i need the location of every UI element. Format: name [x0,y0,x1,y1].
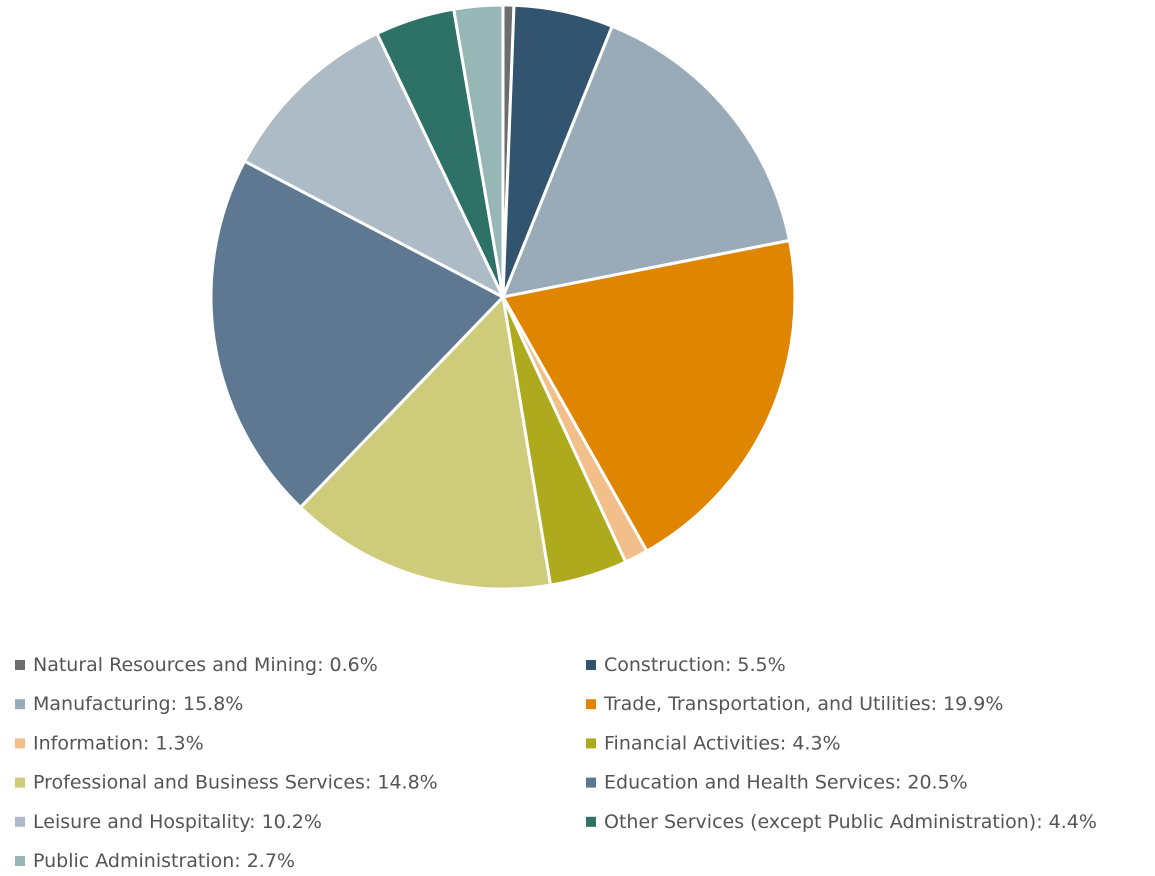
legend-item: Natural Resources and Mining: 0.6% [15,654,378,676]
legend-label: Other Services (except Public Administra… [604,810,1097,832]
legend-value: 14.8% [377,771,437,793]
legend-item: Public Administration: 2.7% [15,850,295,872]
legend-item: Education and Health Services: 20.5% [586,771,968,793]
pie-slice [500,24,792,300]
legend-name: Financial Activities: [604,732,786,754]
legend-name: Construction: [604,654,731,676]
legend-item: Financial Activities: 4.3% [586,732,841,754]
legend-value: 20.5% [907,771,967,793]
legend-name: Trade, Transportation, and Utilities: [603,693,937,715]
legend-value: 4.4% [1049,810,1097,832]
legend-item: Trade, Transportation, and Utilities: 19.… [586,693,1003,715]
pie-slice [209,159,506,510]
legend-swatch [15,660,25,670]
legend-label: Financial Activities: 4.3% [604,732,841,754]
legend-name: Other Services (except Public Administra… [604,810,1043,832]
legend-value: 15.8% [183,693,243,715]
legend-label: Natural Resources and Mining: 0.6% [33,654,378,676]
legend-swatch [15,738,25,749]
legend-value: 10.2% [262,810,322,832]
legend-name: Professional and Business Services: [33,771,371,793]
legend-label: Trade, Transportation, and Utilities: 19.… [603,693,1003,715]
legend-item: Construction: 5.5% [586,654,786,676]
legend-item: Other Services (except Public Administra… [586,810,1097,832]
legend-value: 1.3% [155,732,203,754]
legend-swatch [15,856,25,866]
legend-label: Information: 1.3% [33,732,204,754]
pie-slice [242,31,507,301]
legend-name: Natural Resources and Mining: [33,654,323,676]
legend-label: Public Administration: 2.7% [33,850,295,872]
pie-slice [500,238,797,554]
legend-item: Leisure and Hospitality: 10.2% [15,810,322,832]
legend-value: 5.5% [737,654,785,676]
legend-value: 4.3% [792,732,840,754]
legend-swatch [586,777,596,788]
legend-item: Information: 1.3% [15,732,204,754]
pie-slice [298,293,553,591]
legend-swatch [586,699,596,710]
legend-swatch [15,777,25,788]
legend-label: Manufacturing: 15.8% [33,693,243,715]
legend-label: Education and Health Services: 20.5% [604,771,968,793]
legend-swatch [15,699,25,710]
legend-swatch [586,816,596,827]
legend-name: Education and Health Services: [604,771,901,793]
legend-label: Construction: 5.5% [604,654,786,676]
legend-name: Manufacturing: [33,693,177,715]
legend-swatch [586,738,596,749]
legend-value: 0.6% [329,654,377,676]
legend-value: 2.7% [247,850,295,872]
legend-name: Information: [33,732,149,754]
legend-value: 19.9% [943,693,1003,715]
legend-item: Professional and Business Services: 14.8% [15,771,438,793]
legend-swatch [15,816,25,827]
legend-label: Leisure and Hospitality: 10.2% [33,810,322,832]
legend-label: Professional and Business Services: 14.8% [33,771,438,793]
legend-swatch [586,660,596,670]
legend-name: Public Administration: [33,850,241,872]
legend-item: Manufacturing: 15.8% [15,693,243,715]
pie-slice [451,3,505,298]
legend-name: Leisure and Hospitality: [33,810,256,832]
